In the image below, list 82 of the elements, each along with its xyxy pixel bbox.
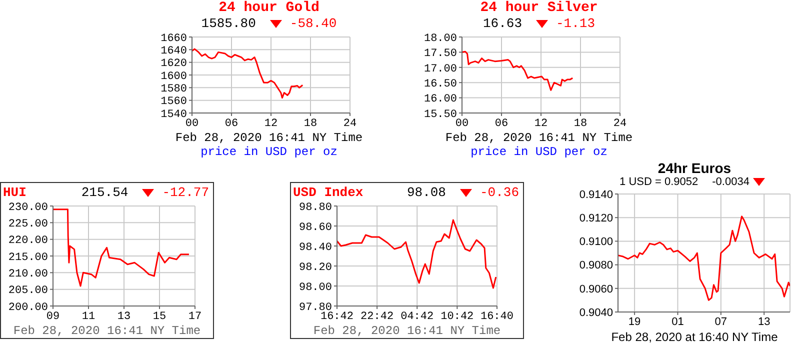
y-tick-label: 16.00 xyxy=(424,94,457,106)
x-tick-label: 00 xyxy=(185,118,199,130)
y-tick-label: 0.9060 xyxy=(579,283,613,296)
x-tick-label: 04:42 xyxy=(400,310,434,323)
y-tick-label: 1660 xyxy=(160,32,187,45)
x-tick-label: 13 xyxy=(758,316,770,328)
y-tick-label: 230.00 xyxy=(8,202,48,214)
y-tick-label: 0.9100 xyxy=(579,236,613,248)
x-tick-label: 16:40 xyxy=(480,310,514,323)
x-tick-label: 09 xyxy=(46,310,60,323)
text: Feb 28, 2020 16:41 NY Time xyxy=(12,324,202,338)
y-tick-label: 1540 xyxy=(160,108,187,121)
chart-title: USD Index xyxy=(293,185,364,200)
y-tick-label: 205.00 xyxy=(8,285,48,298)
x-tick-label: 01 xyxy=(672,316,684,328)
y-tick-label: 18.00 xyxy=(424,32,457,45)
x-tick-label: 17 xyxy=(188,310,202,323)
text: price in USD per oz xyxy=(200,145,338,159)
y-tick-label: 1580 xyxy=(160,84,187,96)
text: 1 USD = 0.9052 xyxy=(620,176,698,188)
text: -58.40 xyxy=(290,16,337,31)
text: Feb 28, 2020 at 16:40 NY Time xyxy=(610,330,779,344)
x-tick-label: 12 xyxy=(264,118,278,130)
text: -12.77 xyxy=(162,185,209,200)
x-tick-label: 24 xyxy=(343,118,357,130)
y-tick-label: 220.00 xyxy=(8,235,48,248)
line-series xyxy=(192,48,304,99)
text: price in USD per oz xyxy=(470,145,608,159)
text: -0.0034 xyxy=(712,176,750,188)
y-tick-label: 0.9040 xyxy=(579,306,613,319)
x-tick-label: 10:42 xyxy=(440,310,474,323)
y-tick-label: 210.00 xyxy=(8,268,48,281)
x-tick-label: 06 xyxy=(224,118,238,130)
y-tick-label: 0.9080 xyxy=(579,260,613,272)
y-tick-label: 17.00 xyxy=(424,63,457,76)
y-tick-label: 17.50 xyxy=(424,48,457,60)
x-tick-label: 07 xyxy=(714,316,728,328)
y-tick-label: 15.50 xyxy=(424,108,457,121)
text: 16.63 xyxy=(482,16,522,31)
y-tick-label: 98.80 xyxy=(298,202,332,214)
chart-title: 24 hour Silver xyxy=(479,0,599,16)
x-tick-label: 11 xyxy=(82,310,96,323)
x-tick-label: 12 xyxy=(534,118,548,130)
x-tick-label: 22:42 xyxy=(360,310,394,323)
y-tick-label: 200.00 xyxy=(8,302,48,314)
y-tick-label: 1600 xyxy=(160,70,187,83)
y-tick-label: 0.9140 xyxy=(579,188,613,201)
y-tick-label: 1620 xyxy=(160,58,187,70)
y-tick-label: 1560 xyxy=(160,96,187,108)
chart-title: 24 hour Gold xyxy=(218,0,320,16)
line-series xyxy=(618,216,790,301)
chart-title: HUI xyxy=(3,185,26,200)
y-tick-label: 215.00 xyxy=(8,252,48,264)
text: Feb 28, 2020 16:41 NY Time xyxy=(312,324,502,338)
x-tick-label: 19 xyxy=(628,316,641,328)
y-tick-label: 1640 xyxy=(160,46,187,58)
y-tick-label: 16.50 xyxy=(424,78,457,91)
y-tick-label: 0.9120 xyxy=(579,212,613,225)
text: 98.08 xyxy=(406,185,446,200)
text: -1.13 xyxy=(556,16,596,31)
x-tick-label: 00 xyxy=(455,118,469,130)
x-tick-label: 18 xyxy=(304,118,318,130)
y-tick-label: 225.00 xyxy=(8,218,48,231)
line-series xyxy=(462,50,574,91)
text: -0.36 xyxy=(480,185,519,200)
y-tick-label: 98.20 xyxy=(298,262,332,274)
x-tick-label: 24 xyxy=(613,118,627,130)
y-tick-label: 98.60 xyxy=(298,222,332,234)
text: Feb 28, 2020 16:41 NY Time xyxy=(444,131,634,145)
line-series xyxy=(337,219,497,289)
x-tick-label: 15 xyxy=(152,310,166,323)
y-tick-label: 98.00 xyxy=(298,282,332,294)
x-tick-label: 18 xyxy=(574,118,588,130)
line-series xyxy=(53,208,190,287)
text: Feb 28, 2020 16:41 NY Time xyxy=(174,131,364,145)
x-tick-label: 06 xyxy=(494,118,508,130)
text: 215.54 xyxy=(81,185,128,200)
chart-title: 24hr Euros xyxy=(656,160,732,176)
x-tick-label: 16:42 xyxy=(320,310,354,323)
y-tick-label: 98.40 xyxy=(298,242,332,254)
text: 1585.80 xyxy=(201,16,256,31)
x-tick-label: 13 xyxy=(117,310,131,323)
